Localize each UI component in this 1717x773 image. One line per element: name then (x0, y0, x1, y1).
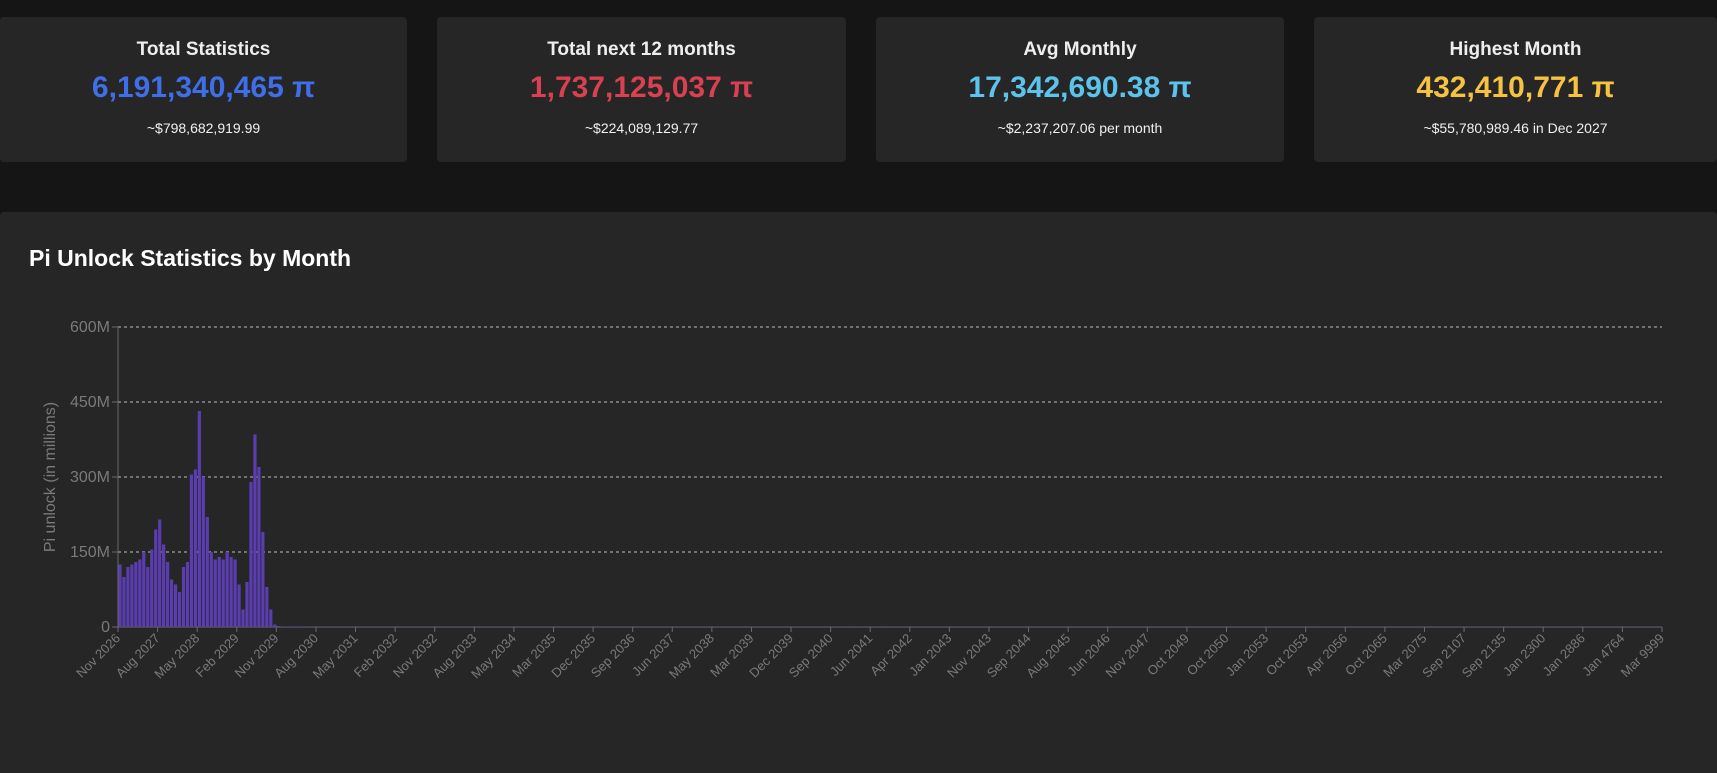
card-value: 1,737,125,037 π (529, 71, 754, 104)
x-tick-label: Sep 2135 (1459, 631, 1509, 681)
bar (209, 552, 213, 627)
bar (229, 557, 233, 627)
y-tick-label: 0 (101, 619, 110, 636)
bar (245, 582, 249, 627)
bar (261, 532, 265, 627)
bar (265, 587, 269, 627)
bar (253, 434, 257, 627)
card-total-next-12-months: Total next 12 months 1,737,125,037 π ~$2… (437, 17, 846, 162)
bar (237, 584, 241, 627)
x-tick-label: Sep 2036 (588, 631, 638, 681)
card-subvalue: ~$798,682,919.99 (146, 120, 261, 136)
bar (162, 544, 166, 627)
bar (293, 626, 297, 627)
bar (181, 567, 186, 627)
x-tick-label: Oct 2053 (1263, 631, 1311, 679)
bar (189, 474, 194, 627)
card-title: Total next 12 months (547, 39, 736, 60)
bar (249, 482, 253, 627)
card-total-statistics: Total Statistics 6,191,340,465 π ~$798,6… (0, 17, 407, 162)
bar (300, 626, 305, 627)
x-tick-label: Jan 2053 (1223, 631, 1271, 679)
bar (146, 567, 150, 627)
x-tick-label: Jan 2300 (1500, 631, 1548, 679)
y-tick-label: 150M (70, 544, 110, 561)
bar (154, 529, 158, 627)
chart-title: Pi Unlock Statistics by Month (29, 245, 352, 271)
bar (138, 559, 142, 627)
card-value: 17,342,690.38 π (968, 71, 1192, 104)
card-title: Highest Month (1449, 39, 1582, 60)
y-axis-label: Pi unlock (in millions) (42, 402, 59, 552)
bar (273, 624, 277, 627)
y-tick-label: 300M (70, 469, 110, 486)
bar (118, 564, 122, 627)
card-subvalue: ~$2,237,207.06 per month (997, 120, 1163, 136)
x-tick-label: Sep 2040 (786, 631, 836, 681)
y-tick-label: 450M (70, 394, 110, 411)
bar (173, 584, 178, 627)
bar (126, 567, 130, 627)
y-tick-label: 600M (70, 319, 110, 336)
bar (277, 626, 281, 627)
bar (281, 626, 285, 627)
card-value: 432,410,771 π (1416, 71, 1615, 104)
bar (285, 626, 289, 627)
card-subvalue: ~$224,089,129.77 (584, 120, 699, 136)
card-value: 6,191,340,465 π (91, 71, 316, 104)
bar (193, 469, 197, 627)
card-title: Avg Monthly (1023, 39, 1137, 60)
x-tick-label: Jan 2886 (1540, 631, 1588, 679)
bar (217, 557, 221, 627)
unlock-bar-chart: 0 150M 300M 450M 600M Pi unlock (in millions)… (42, 319, 1667, 681)
x-tick-label: Nov 2047 (1102, 631, 1152, 681)
bar (233, 559, 237, 627)
bar (122, 577, 126, 627)
bar (201, 477, 205, 627)
bar (130, 564, 134, 627)
bar (257, 467, 261, 627)
card-title: Total Statistics (136, 39, 271, 60)
bar (289, 626, 293, 627)
bar (213, 559, 217, 627)
bar (158, 519, 162, 627)
bar (177, 592, 182, 627)
bar (142, 552, 146, 627)
stats-cards: Total Statistics 6,191,340,465 π ~$798,6… (0, 17, 1717, 162)
bar (185, 562, 190, 627)
bar (297, 626, 301, 627)
bar (221, 559, 225, 627)
card-avg-monthly: Avg Monthly 17,342,690.38 π ~$2,237,207.… (876, 17, 1284, 162)
card-highest-month: Highest Month 432,410,771 π ~$55,780,989… (1314, 17, 1717, 162)
bar (225, 552, 229, 627)
bar (241, 609, 245, 627)
bar (269, 609, 273, 627)
bar (205, 517, 209, 627)
chart-panel: Pi Unlock Statistics by Month 0 150M 300M 4… (0, 212, 1717, 773)
bar (134, 562, 138, 627)
bar (150, 549, 154, 627)
bar (169, 579, 174, 627)
bar (166, 562, 170, 627)
bar (197, 411, 201, 627)
x-tick-label: Mar 9999 (1618, 631, 1667, 680)
x-tick-label: Apr 2056 (1302, 631, 1350, 679)
x-tick-label: Aug 2045 (1023, 631, 1073, 681)
x-tick-label: Oct 2049 (1144, 631, 1192, 679)
x-tick-label: Jun 2041 (827, 631, 875, 679)
card-subvalue: ~$55,780,989.46 in Dec 2027 (1423, 120, 1608, 136)
